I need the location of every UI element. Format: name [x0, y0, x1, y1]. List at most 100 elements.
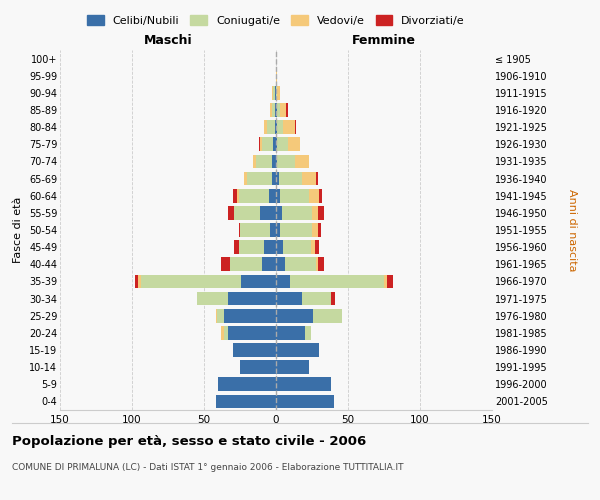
Bar [276, 223, 280, 237]
Bar [276, 138, 277, 151]
Bar [215, 394, 276, 408]
Bar [247, 172, 272, 185]
Bar [224, 326, 229, 340]
Bar [224, 309, 276, 322]
Bar [217, 309, 224, 322]
Bar [270, 223, 276, 237]
Bar [276, 309, 313, 322]
Bar [268, 120, 275, 134]
Bar [275, 103, 276, 117]
Bar [282, 206, 312, 220]
Bar [237, 189, 239, 202]
Bar [283, 120, 295, 134]
Bar [260, 206, 276, 220]
Bar [312, 223, 318, 237]
Bar [259, 138, 260, 151]
Bar [273, 138, 276, 151]
Bar [215, 309, 217, 322]
Bar [280, 189, 309, 202]
Bar [244, 172, 247, 185]
Bar [387, 274, 392, 288]
Bar [275, 120, 276, 134]
Bar [316, 258, 318, 271]
Bar [280, 223, 312, 237]
Bar [276, 360, 309, 374]
Bar [277, 103, 280, 117]
Bar [283, 240, 311, 254]
Text: COMUNE DI PRIMALUNA (LC) - Dati ISTAT 1° gennaio 2006 - Elaborazione TUTTITALIA.: COMUNE DI PRIMALUNA (LC) - Dati ISTAT 1°… [12, 463, 404, 472]
Bar [315, 240, 319, 254]
Bar [240, 223, 270, 237]
Bar [318, 223, 320, 237]
Bar [239, 189, 269, 202]
Bar [276, 240, 283, 254]
Bar [276, 378, 331, 391]
Bar [276, 326, 305, 340]
Bar [319, 189, 322, 202]
Bar [276, 274, 290, 288]
Bar [229, 292, 276, 306]
Bar [239, 240, 265, 254]
Bar [276, 189, 280, 202]
Bar [287, 138, 301, 151]
Bar [229, 206, 234, 220]
Text: Maschi: Maschi [143, 34, 193, 46]
Bar [276, 343, 319, 357]
Bar [295, 154, 309, 168]
Bar [384, 274, 387, 288]
Bar [218, 378, 276, 391]
Bar [302, 292, 331, 306]
Bar [309, 189, 319, 202]
Bar [276, 120, 277, 134]
Bar [290, 274, 384, 288]
Bar [276, 86, 277, 100]
Text: Femmine: Femmine [352, 34, 416, 46]
Bar [286, 103, 287, 117]
Bar [233, 343, 276, 357]
Bar [241, 274, 276, 288]
Bar [230, 258, 262, 271]
Bar [272, 154, 276, 168]
Bar [262, 138, 273, 151]
Bar [331, 292, 335, 306]
Bar [265, 240, 276, 254]
Bar [262, 258, 276, 271]
Bar [313, 309, 342, 322]
Bar [277, 120, 283, 134]
Bar [295, 120, 296, 134]
Bar [276, 394, 334, 408]
Bar [277, 154, 295, 168]
Bar [253, 154, 256, 168]
Bar [221, 326, 224, 340]
Bar [277, 138, 287, 151]
Bar [135, 274, 138, 288]
Bar [318, 206, 323, 220]
Bar [276, 172, 279, 185]
Bar [269, 189, 276, 202]
Bar [311, 240, 315, 254]
Y-axis label: Anni di nascita: Anni di nascita [567, 188, 577, 271]
Bar [277, 86, 280, 100]
Bar [273, 86, 275, 100]
Bar [305, 326, 311, 340]
Bar [140, 274, 241, 288]
Bar [276, 103, 277, 117]
Bar [272, 103, 275, 117]
Bar [229, 326, 276, 340]
Bar [312, 206, 318, 220]
Bar [221, 258, 230, 271]
Bar [276, 69, 277, 82]
Bar [272, 172, 276, 185]
Bar [233, 189, 237, 202]
Bar [270, 103, 272, 117]
Bar [280, 103, 286, 117]
Bar [234, 206, 260, 220]
Bar [276, 258, 284, 271]
Y-axis label: Fasce di età: Fasce di età [13, 197, 23, 263]
Bar [284, 258, 316, 271]
Bar [265, 120, 268, 134]
Bar [138, 274, 140, 288]
Bar [318, 258, 323, 271]
Bar [276, 206, 282, 220]
Bar [256, 154, 272, 168]
